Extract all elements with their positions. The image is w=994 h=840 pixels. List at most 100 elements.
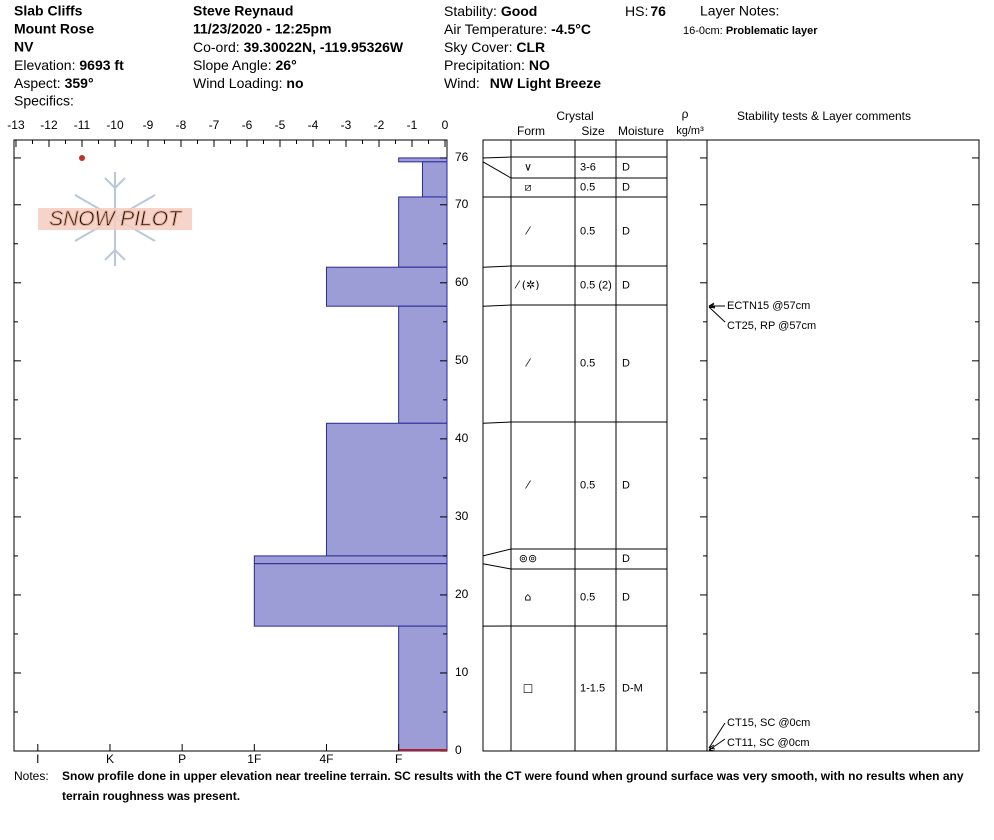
moisture: D: [622, 225, 630, 237]
moisture: D: [622, 553, 630, 565]
notes-label: Notes:: [14, 769, 49, 783]
layer-link: [482, 304, 512, 307]
layer-bar: [398, 157, 448, 163]
frames: [13, 139, 980, 752]
table-header: Crystal Form Size Moisture ρ kg/m³ Stabi…: [517, 107, 911, 138]
layer-bar: [325, 422, 448, 557]
layer-link: [482, 265, 512, 268]
site: Slab Cliffs: [14, 3, 83, 19]
value: 26°: [276, 57, 297, 73]
label: Co-ord:: [193, 39, 240, 55]
crystal-size: 0.5: [580, 479, 595, 491]
moisture: Moisture: [618, 124, 664, 138]
value: 359°: [65, 75, 94, 91]
temp-tick-label: -8: [176, 118, 187, 132]
rho: ρ: [682, 107, 689, 121]
range: Mount Rose: [14, 21, 94, 37]
label: Sky Cover:: [444, 39, 512, 55]
layer-notes-title: Layer Notes:: [700, 3, 779, 19]
height-tick-label: 76: [455, 150, 469, 164]
temp-tick-label: -5: [275, 118, 286, 132]
temp-tick-label: -10: [106, 118, 124, 132]
layer-bar: [398, 625, 448, 752]
density-unit: kg/m³: [676, 125, 704, 137]
test-pointer: [708, 722, 726, 749]
temp-tick-label: -2: [374, 118, 385, 132]
hardness-tick-label: K: [106, 752, 114, 766]
layer-link: [482, 421, 512, 424]
temp-tick-label: -11: [74, 118, 91, 132]
layer-note: 16-0cm: Problematic layer: [683, 25, 818, 37]
flake-tip: [104, 248, 126, 261]
value: NO: [529, 57, 550, 73]
precip: Precipitation: NO: [444, 57, 550, 73]
height-tick-label: 50: [455, 353, 469, 367]
height-tick-label: 60: [455, 275, 469, 289]
table-frame: [482, 139, 980, 752]
label: Aspect:: [14, 75, 61, 91]
crystal-form: ⁄: [524, 357, 531, 370]
value: 39.30022N, -119.95326W: [244, 39, 404, 55]
height-tick-label: 0: [455, 743, 462, 757]
crystal-form: ⊚⊚: [519, 552, 537, 565]
hardness-tick-label: 1F: [247, 752, 261, 766]
temp-tick-label: -9: [143, 118, 154, 132]
label: Wind:: [444, 75, 480, 91]
stability-test: CT15, SC @0cm: [727, 717, 810, 729]
moisture: D-M: [622, 682, 643, 694]
stability-test: ECTN15 @57cm: [727, 300, 810, 312]
temp-tick-label: -6: [242, 118, 253, 132]
moisture: D: [622, 357, 630, 369]
wind-loading: Wind Loading: no: [193, 75, 304, 91]
temp-tick-label: -3: [341, 118, 352, 132]
layer-link: [482, 563, 512, 570]
stability: Stability: Good: [444, 3, 537, 19]
logo-text: SNOW PILOT: [49, 208, 183, 231]
air-temp: Air Temperature: -4.5°C: [444, 21, 591, 37]
crystal-size: 1-1.5: [580, 682, 605, 694]
label: HS:: [625, 3, 648, 19]
label: Air Temperature:: [444, 21, 547, 37]
size: Size: [581, 124, 605, 138]
coord: Co-ord: 39.30022N, -119.95326W: [193, 39, 404, 55]
hardness-tick-label: P: [178, 752, 186, 766]
flake-tip: [104, 177, 126, 190]
crystal-size: 0.5: [580, 225, 595, 237]
value: NW Light Breeze: [490, 75, 601, 91]
layer-link: [482, 161, 512, 179]
comments-header: Stability tests & Layer comments: [737, 109, 911, 123]
test-pointer: [708, 306, 726, 323]
label: Precipitation:: [444, 57, 525, 73]
stability-test: CT25, RP @57cm: [727, 320, 816, 332]
hardness-tick-label: I: [36, 752, 39, 766]
temp-tick-label: -1: [407, 118, 418, 132]
temp-tick-label: -4: [308, 118, 319, 132]
value: 9693 ft: [79, 57, 124, 73]
temp-point: [78, 154, 85, 161]
hardness-tick-label: F: [395, 752, 402, 766]
elevation: Elevation: 9693 ft: [14, 57, 124, 73]
crystal-form: □: [523, 682, 533, 695]
label: Elevation:: [14, 57, 75, 73]
moisture: D: [622, 479, 630, 491]
value: Good: [501, 3, 538, 19]
crystal-form: ⁄: [524, 225, 531, 238]
form: Form: [517, 124, 545, 138]
specifics: Specifics:: [14, 93, 74, 109]
layer-link: [482, 156, 512, 159]
value: -4.5°C: [551, 21, 591, 37]
crystal-size: 0.5: [580, 181, 595, 193]
label: Wind Loading:: [193, 75, 283, 91]
datetime: 11/23/2020 - 12:25pm: [193, 21, 332, 37]
layer-bar: [398, 196, 448, 268]
temp-tick-label: -12: [40, 118, 58, 132]
crystal-form: ⌂: [525, 591, 532, 604]
test-arrowhead: [708, 303, 716, 309]
label: Slope Angle:: [193, 57, 272, 73]
crystal-form: ∨: [524, 161, 532, 174]
height-tick-label: 10: [455, 665, 469, 679]
crystal-size: 0.5: [580, 591, 595, 603]
moisture: D: [622, 181, 630, 193]
logo-band: [38, 208, 192, 230]
